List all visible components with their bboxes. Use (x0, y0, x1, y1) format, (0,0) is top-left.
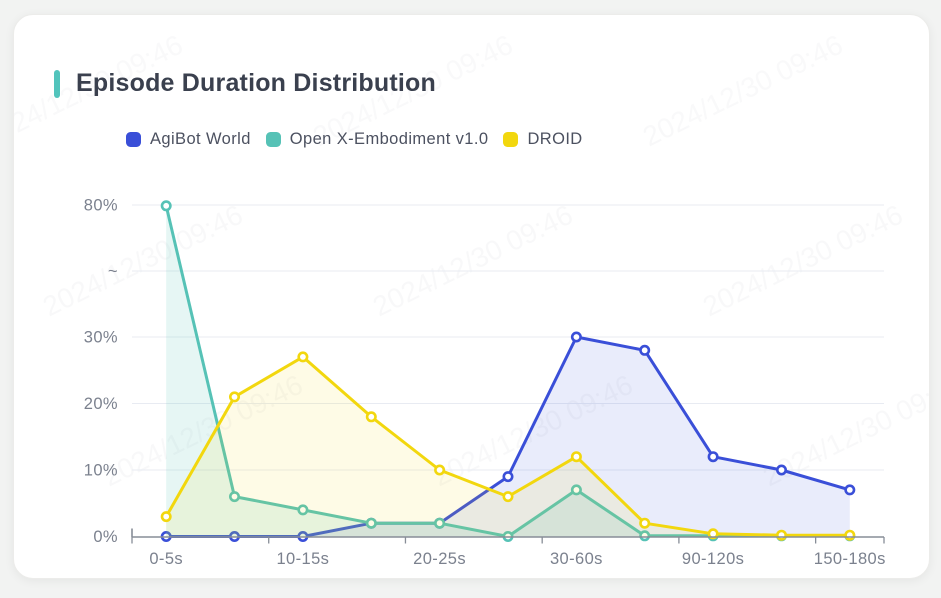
title-row: Episode Duration Distribution (54, 69, 436, 98)
page-title: Episode Duration Distribution (76, 69, 436, 97)
line-chart: 0-5s 10-15s 20-25s 30-60s 90-120s 150-180s 0% 1… (84, 197, 886, 569)
legend-label: DROID (527, 130, 583, 148)
x-axis-label: 0-5s (149, 550, 183, 568)
legend-swatch-icon (503, 132, 519, 147)
y-axis-label: ~ (108, 263, 118, 281)
legend-swatch-icon (126, 132, 141, 147)
legend-label: Open X-Embodiment v1.0 (289, 130, 489, 148)
legend-swatch-icon (265, 132, 281, 147)
x-axis-label: 90-120s (682, 550, 744, 568)
x-axis-label: 30-60s (550, 550, 603, 568)
legend-label: AgiBot World (150, 130, 251, 148)
x-axis-label: 150-180s (814, 550, 886, 568)
y-axis-label: 0% (93, 528, 118, 546)
legend-item-2[interactable]: DROID (503, 130, 582, 149)
y-axis-label: 30% (84, 329, 118, 347)
y-axis-label: 10% (84, 462, 118, 480)
legend-item-0[interactable]: AgiBot World (126, 130, 251, 149)
y-axis-label: 80% (84, 197, 118, 215)
x-axis-label: 10-15s (276, 550, 329, 568)
legend-item-1[interactable]: Open X-Embodiment v1.0 (265, 130, 489, 149)
chart-legend: AgiBot World Open X-Embodiment v1.0 DROID (126, 130, 583, 149)
title-accent-bar (54, 69, 60, 98)
x-axis-label: 20-25s (413, 550, 466, 568)
chart-card: 2024/12/30 09:462024/12/30 09:462024/12/… (13, 14, 930, 579)
y-axis-label: 20% (84, 395, 118, 413)
